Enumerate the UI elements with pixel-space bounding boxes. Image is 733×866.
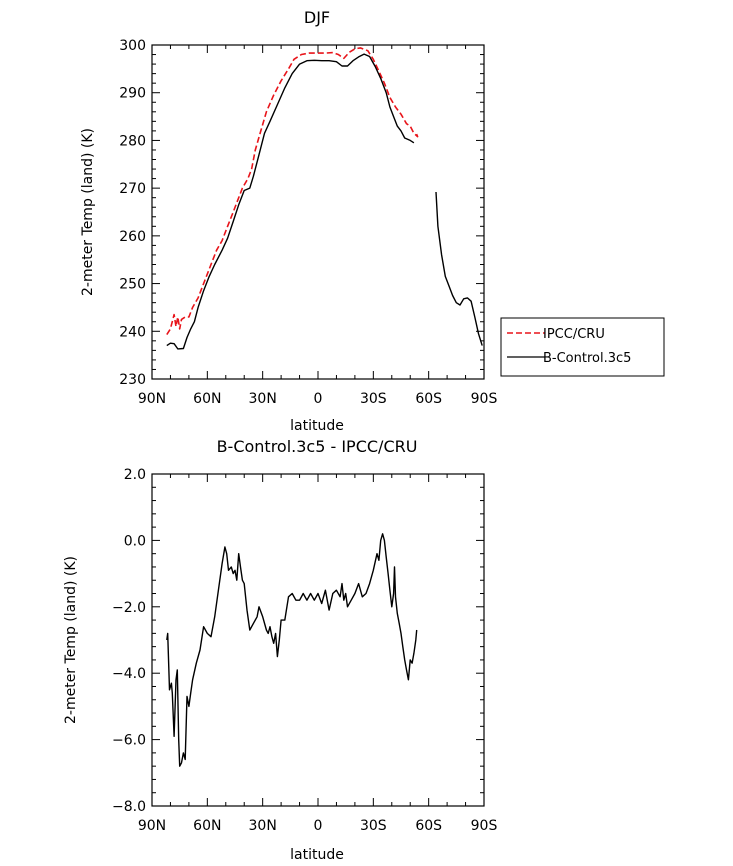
- bottom-y-tick-label: −8.0: [112, 799, 146, 815]
- top-x-tick-label: 30N: [249, 391, 277, 407]
- legend: IPCC/CRU B-Control.3c5: [500, 317, 665, 377]
- legend-label-ipcc-cru: IPCC/CRU: [543, 327, 605, 342]
- top-axis-ticks: 90N 60N 30N 0 30S 60S 90S 230 240 250 260 270 280 290…: [119, 38, 497, 407]
- top-y-tick-label: 290: [119, 86, 146, 102]
- bottom-y-tick-label: −6.0: [112, 733, 146, 749]
- bottom-y-tick-label: −2.0: [112, 600, 146, 616]
- bottom-series-line-b-control-3c5-ipcc-cru-seg0: [166, 533, 418, 767]
- bottom-y-tick-label: 0.0: [124, 533, 146, 549]
- top-series-line-ipcc-cru-seg0: [166, 47, 419, 336]
- top-series-line-b-control-3c5-seg1: [435, 191, 483, 346]
- top-series-lines: [166, 47, 483, 350]
- top-x-tick-label: 0: [314, 391, 323, 407]
- bottom-x-tick-label: 60N: [193, 818, 221, 834]
- top-plot-frame: [151, 44, 485, 380]
- top-x-axis-label: latitude: [290, 418, 344, 434]
- top-y-tick-label: 250: [119, 277, 146, 293]
- top-x-tick-label: 60N: [193, 391, 221, 407]
- top-y-axis-label: 2-meter Temp (land) (K): [80, 128, 96, 296]
- top-chart-title: DJF: [304, 8, 330, 27]
- bottom-y-tick-label: −4.0: [112, 666, 146, 682]
- top-x-tick-label: 90N: [138, 391, 166, 407]
- top-y-tick-label: 300: [119, 38, 146, 54]
- bottom-x-tick-label: 90N: [138, 818, 166, 834]
- top-y-tick-label: 260: [119, 229, 146, 245]
- bottom-series-lines: [166, 533, 418, 767]
- legend-label-b-control: B-Control.3c5: [543, 351, 631, 366]
- top-x-tick-label: 90S: [471, 391, 498, 407]
- bottom-chart-title: B-Control.3c5 - IPCC/CRU: [217, 437, 418, 456]
- top-y-tick-label: 280: [119, 133, 146, 149]
- top-series-line-b-control-3c5-seg0: [166, 53, 415, 350]
- bottom-axis-ticks: 90N 60N 30N 0 30S 60S 90S −8.0 −6.0 −4.0 −2.0 0.0 2.…: [112, 467, 497, 834]
- bottom-x-tick-label: 90S: [471, 818, 498, 834]
- top-chart-panel: DJF 90N 60N 30N 0 30S 60S 90S 230 240 250 260 270 28…: [80, 8, 497, 434]
- bottom-x-tick-label: 60S: [415, 818, 442, 834]
- bottom-x-axis-label: latitude: [290, 847, 344, 863]
- bottom-y-tick-label: 2.0: [124, 467, 146, 483]
- bottom-x-tick-label: 30N: [249, 818, 277, 834]
- bottom-y-axis-label: 2-meter Temp (land) (K): [63, 556, 79, 724]
- top-x-tick-label: 60S: [415, 391, 442, 407]
- legend-box: [500, 317, 665, 377]
- bottom-x-tick-label: 0: [314, 818, 323, 834]
- top-y-tick-label: 240: [119, 324, 146, 340]
- bottom-chart-panel: B-Control.3c5 - IPCC/CRU 90N 60N 30N 0 30S 60…: [63, 437, 497, 863]
- bottom-x-tick-label: 30S: [360, 818, 387, 834]
- top-y-tick-label: 230: [119, 372, 146, 388]
- top-y-tick-label: 270: [119, 181, 146, 197]
- top-x-tick-label: 30S: [360, 391, 387, 407]
